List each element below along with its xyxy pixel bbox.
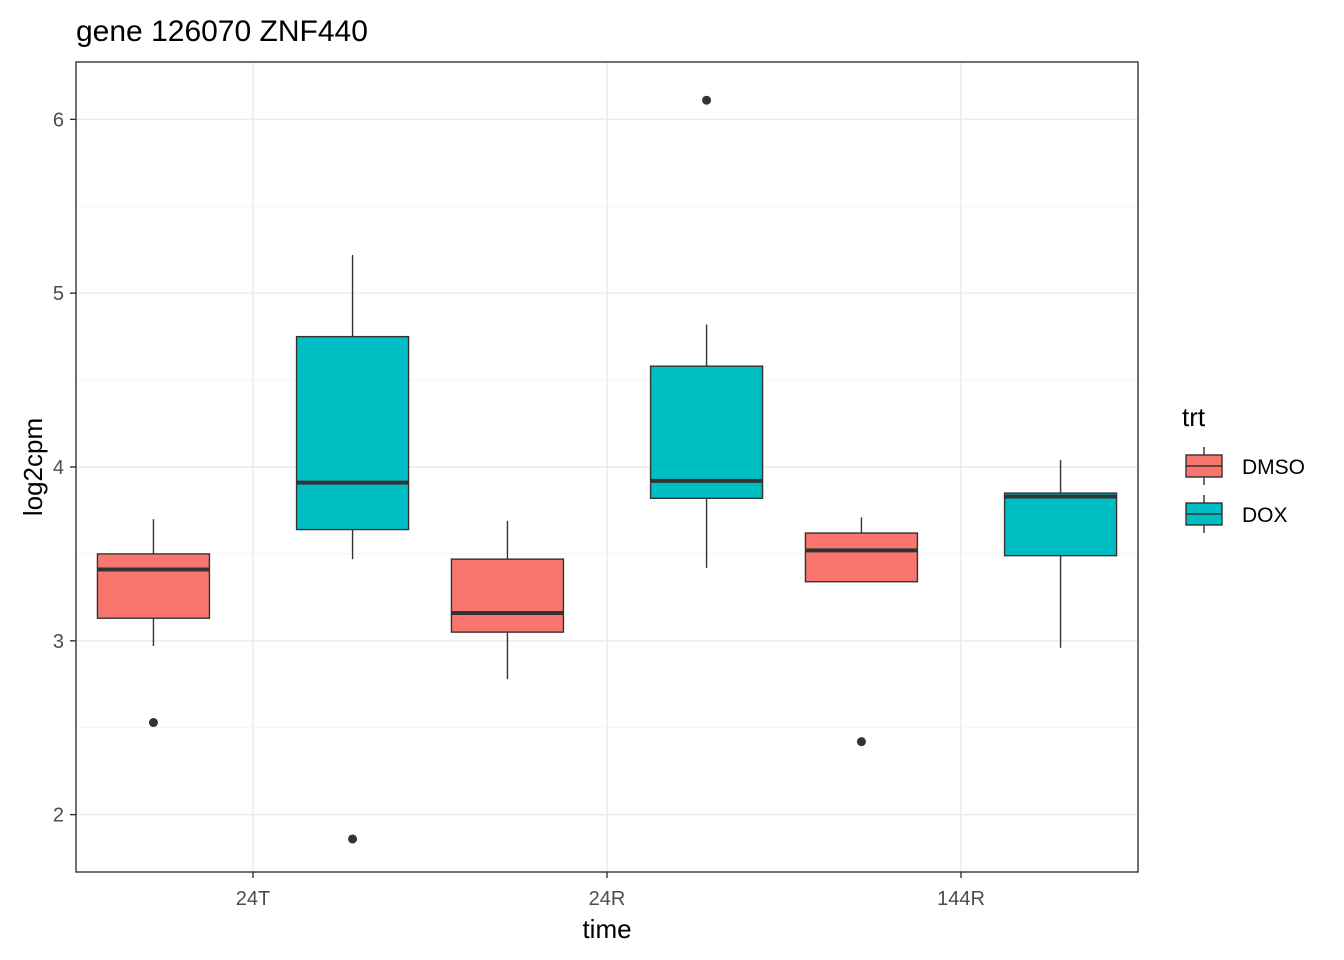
box-body — [450, 558, 565, 633]
box-dmso-144r — [804, 517, 919, 747]
outlier-point — [702, 95, 712, 105]
box-body — [804, 532, 919, 583]
outlier-point — [856, 737, 866, 747]
box-body — [295, 335, 410, 531]
legend-item-dmso: DMSO — [1185, 447, 1305, 485]
outlier-point — [148, 718, 158, 728]
legend-title: trt — [1182, 402, 1206, 432]
box-dmso-24t — [96, 519, 211, 728]
x-tick-label: 24T — [236, 888, 270, 910]
legend-label: DOX — [1242, 504, 1288, 527]
y-tick-label: 4 — [53, 457, 64, 479]
grid-lines — [76, 62, 1138, 872]
y-axis: 2 3 4 5 6 — [53, 109, 76, 827]
y-tick-label: 6 — [53, 109, 64, 131]
x-tick-label: 144R — [937, 888, 985, 910]
outlier-point — [348, 834, 358, 844]
legend-item-dox: DOX — [1185, 495, 1288, 533]
y-tick-label: 2 — [53, 805, 64, 827]
legend: trt DMSO DOX — [1182, 402, 1305, 533]
box-group — [96, 95, 1118, 844]
box-body — [1003, 492, 1118, 557]
box-body — [649, 365, 764, 499]
y-tick-label: 3 — [53, 631, 64, 653]
x-axis-title: time — [582, 914, 631, 944]
box-dox-24t — [295, 254, 410, 844]
chart-title: gene 126070 ZNF440 — [76, 15, 368, 48]
x-tick-label: 24R — [589, 888, 626, 910]
legend-label: DMSO — [1242, 456, 1305, 479]
box-dox-24r — [649, 95, 764, 568]
box-body — [96, 553, 211, 619]
y-axis-title: log2cpm — [18, 418, 48, 516]
y-tick-label: 5 — [53, 283, 64, 305]
box-dmso-24r — [450, 520, 565, 680]
x-axis: 24T 24R 144R — [236, 872, 985, 910]
box-dox-144r — [1003, 460, 1118, 648]
